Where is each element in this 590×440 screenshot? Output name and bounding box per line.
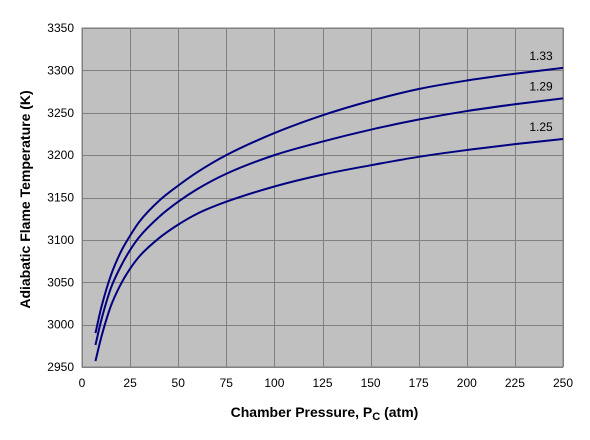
x-axis-title-subscript: C bbox=[372, 411, 380, 423]
x-tick-label: 0 bbox=[79, 376, 86, 390]
gridlines bbox=[82, 28, 564, 368]
y-tick-label: 2950 bbox=[47, 360, 74, 374]
x-tick-label: 200 bbox=[457, 376, 477, 390]
y-tick-label: 3300 bbox=[47, 63, 74, 77]
y-axis-ticks: 3350 3300 3250 3200 3150 3100 3050 3000 2950 bbox=[47, 21, 74, 374]
y-tick-label: 3150 bbox=[47, 191, 74, 205]
x-axis-ticks: 0 25 50 75 100 125 150 175 200 225 250 bbox=[79, 376, 574, 390]
y-tick-label: 3350 bbox=[47, 21, 74, 35]
x-tick-label: 175 bbox=[409, 376, 429, 390]
series-lines bbox=[94, 66, 564, 362]
x-axis-title-unit: (atm) bbox=[380, 404, 418, 420]
x-tick-label: 100 bbox=[264, 376, 284, 390]
x-axis-title: Chamber Pressure, PC (atm) bbox=[231, 404, 419, 423]
plot-area bbox=[81, 27, 564, 368]
x-tick-label: 150 bbox=[361, 376, 381, 390]
y-tick-label: 3100 bbox=[47, 233, 74, 247]
series-line-1-29 bbox=[94, 97, 564, 346]
x-tick-label: 25 bbox=[123, 376, 137, 390]
series-labels: 1.33 1.29 1.25 bbox=[529, 49, 553, 134]
x-axis-title-main: Chamber Pressure, P bbox=[231, 404, 373, 420]
y-tick-label: 3200 bbox=[47, 148, 74, 162]
y-tick-label: 3250 bbox=[47, 106, 74, 120]
x-tick-label: 50 bbox=[172, 376, 186, 390]
x-tick-label: 125 bbox=[312, 376, 332, 390]
series-label-1-29: 1.29 bbox=[529, 79, 553, 93]
x-tick-label: 75 bbox=[220, 376, 234, 390]
x-tick-label: 250 bbox=[553, 376, 573, 390]
y-tick-label: 3050 bbox=[47, 275, 74, 289]
series-line-1-25 bbox=[94, 138, 564, 362]
x-tick-label: 225 bbox=[505, 376, 525, 390]
series-label-1-33: 1.33 bbox=[529, 49, 553, 63]
series-line-1-33 bbox=[94, 66, 564, 334]
y-tick-label: 3000 bbox=[47, 318, 74, 332]
y-axis-title: Adiabatic Flame Temperature (K) bbox=[17, 90, 33, 308]
series-label-1-25: 1.25 bbox=[529, 120, 553, 134]
